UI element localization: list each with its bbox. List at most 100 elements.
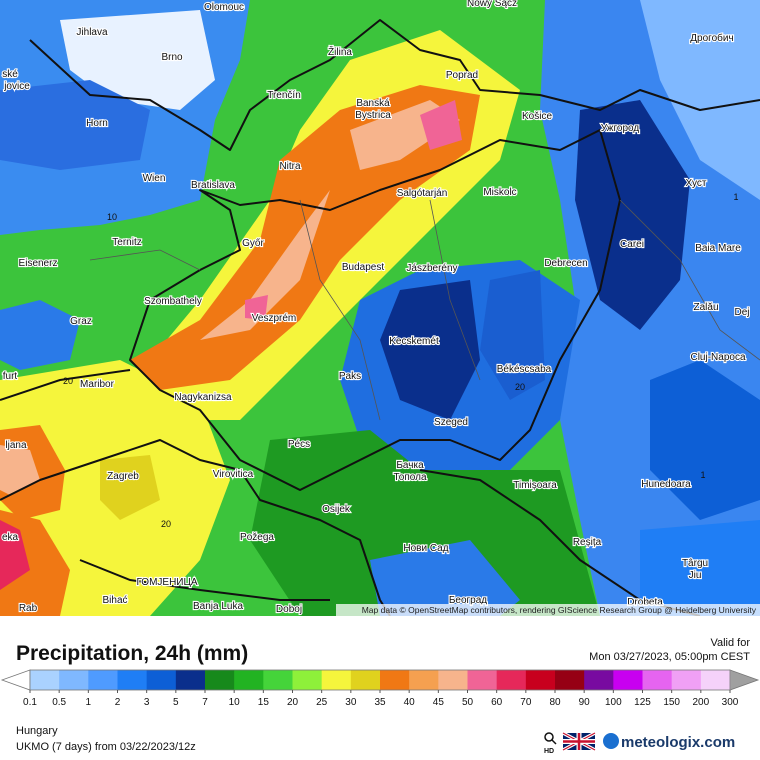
city-label: Ужгород (601, 123, 640, 134)
isoline-label: 10 (107, 212, 117, 222)
colorbar-swatch (496, 670, 527, 690)
colorbar-swatch (613, 670, 643, 690)
city-label: jovice (3, 81, 30, 92)
city-label: Топола (393, 472, 426, 483)
city-label: Târgu (682, 558, 708, 569)
city-label: Ternitz (112, 237, 141, 248)
city-label: Bihać (102, 595, 127, 606)
city-label: Nagykanizsa (174, 392, 232, 403)
colorbar-swatch (409, 670, 439, 690)
map: Olomouc Nowy Sącz Jihlava Brno Žilina Po… (0, 0, 760, 616)
city-label: Reșița (573, 537, 602, 548)
city-label: Graz (70, 316, 92, 327)
colorbar-swatch (30, 670, 60, 690)
colorbar-label: 100 (605, 697, 622, 708)
city-label: Zalău (693, 302, 718, 313)
city-label: Pécs (288, 439, 310, 450)
colorbar-swatch (380, 670, 410, 690)
city-label: Brno (161, 52, 183, 63)
city-label: Miskolc (483, 187, 516, 198)
colorbar-label: 60 (491, 697, 503, 708)
city-label: Hunedoara (641, 479, 691, 490)
city-label: Győr (242, 238, 264, 249)
colorbar-label: 30 (345, 697, 357, 708)
colorbar-swatch (584, 670, 614, 690)
city-label: Banja Luka (193, 601, 243, 612)
city-label: Doboj (276, 604, 302, 615)
city-label: Carei (620, 239, 644, 250)
colorbar-swatch (263, 670, 293, 690)
city-label: Дрогобич (690, 32, 733, 44)
city-label: Бачка (396, 460, 424, 471)
colorbar-label: 7 (202, 697, 208, 708)
brand[interactable]: meteologix.com (621, 734, 735, 751)
colorbar-swatch (671, 670, 702, 690)
city-label: furt (3, 371, 18, 382)
colorbar-swatch (59, 670, 89, 690)
city-label: Poprad (446, 70, 478, 81)
colorbar-swatch (205, 670, 235, 690)
city-label: Szeged (434, 417, 468, 428)
city-label: Trenčín (267, 90, 301, 101)
colorbar-label: 10 (229, 697, 241, 708)
valid-time: Mon 03/27/2023, 05:00pm CEST (589, 651, 750, 663)
colorbar-swatch (525, 670, 556, 690)
colorbar-swatch (555, 670, 585, 690)
isoline-label: 20 (161, 519, 171, 529)
city-label: Szombathely (144, 296, 202, 307)
city-label: Požega (240, 532, 274, 543)
city-label: Paks (339, 371, 361, 382)
city-label: Cluj-Napoca (690, 352, 745, 363)
colorbar-label: 80 (549, 697, 561, 708)
city-label: Eisenerz (19, 258, 58, 269)
city-label: Нови Сад (403, 543, 448, 554)
city-label: Nowy Sącz (467, 0, 517, 9)
uk-flag[interactable] (562, 731, 596, 752)
country-borders (0, 19, 760, 616)
city-label: Debrecen (544, 258, 587, 269)
city-label: Bratislava (191, 180, 235, 191)
colorbar-label: 0.1 (23, 697, 37, 708)
colorbar-under (0, 669, 31, 691)
colorbar-swatch (175, 670, 206, 690)
city-label: ljana (5, 440, 27, 451)
city-label: Београд (449, 595, 487, 606)
city-label: Salgótarján (397, 188, 448, 199)
colorbar-swatch (350, 670, 381, 690)
colorbar-label: 1 (86, 697, 92, 708)
colorbar-label: 2 (115, 697, 121, 708)
colorbar-swatch (700, 670, 731, 690)
title: Precipitation, 24h (mm) (16, 642, 248, 665)
colorbar-swatch (146, 670, 177, 690)
city-label: Baia Mare (695, 243, 741, 254)
colorbar-label: 25 (316, 697, 328, 708)
colorbar-swatch (292, 670, 323, 690)
valid-label: Valid for (710, 637, 750, 649)
colorbar-label: 150 (663, 697, 680, 708)
colorbar-label: 3 (144, 697, 150, 708)
isoline-label: 20 (63, 376, 73, 386)
city-label: Dej (734, 307, 749, 318)
city-label: Žilina (328, 45, 352, 58)
city-label: Horn (86, 118, 108, 129)
city-label: Budapest (342, 262, 384, 273)
isoline-label: 1 (733, 192, 738, 202)
isoline-label: 20 (515, 382, 525, 392)
colorbar-label: 300 (722, 697, 739, 708)
colorbar-swatch (234, 670, 264, 690)
colorbar-swatch (321, 670, 352, 690)
colorbar-label: 125 (634, 697, 651, 708)
city-label: Zagreb (107, 471, 139, 482)
attribution-bg (336, 604, 760, 616)
colorbar-label: 45 (433, 697, 445, 708)
city-label: Timișoara (513, 480, 557, 491)
city-label: Kecskemét (389, 336, 439, 347)
city-label: Banská (356, 98, 390, 109)
city-label: Košice (522, 111, 552, 122)
colorbar-label: 40 (404, 697, 416, 708)
search-icon[interactable] (544, 732, 554, 742)
colorbar-over (729, 669, 760, 691)
colorbar-label: 90 (579, 697, 591, 708)
city-label: ГОМЈЕНИЦА (136, 577, 197, 588)
